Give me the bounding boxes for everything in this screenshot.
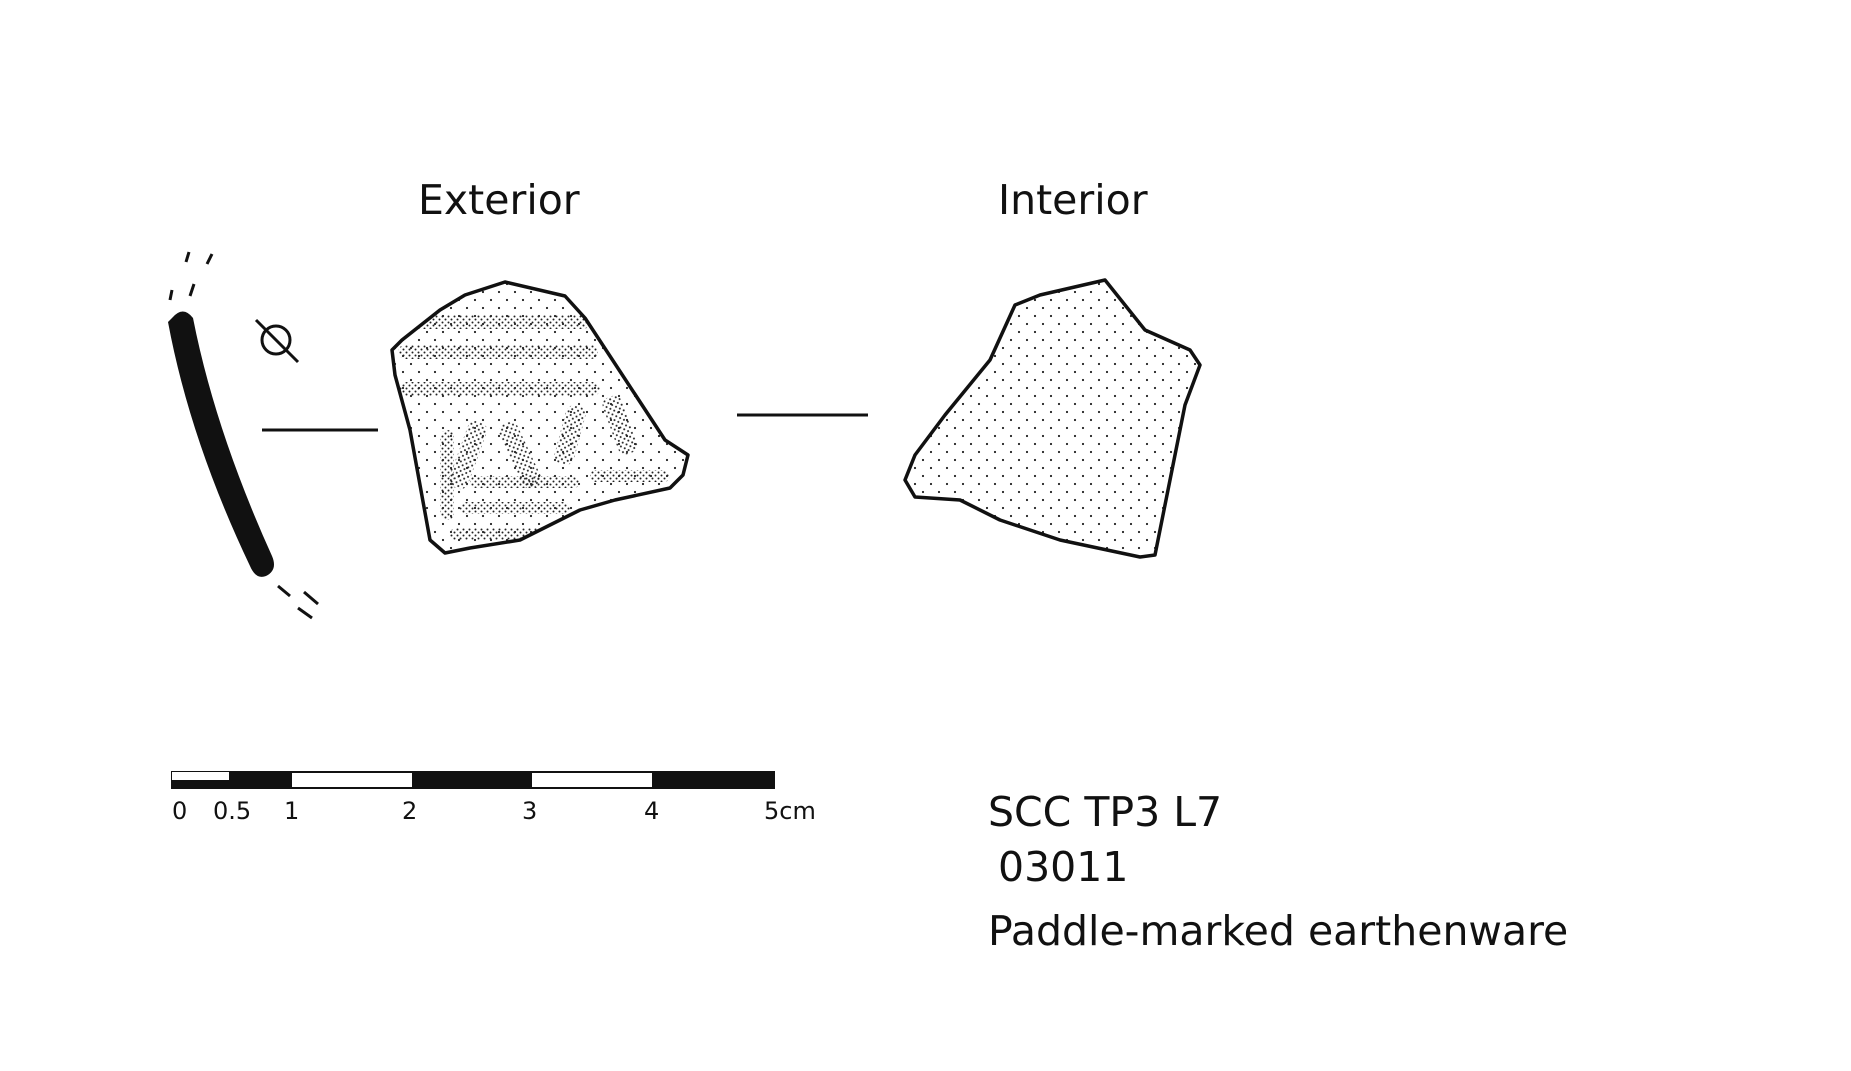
exterior-label: Exterior <box>418 176 580 224</box>
specimen-description: Paddle-marked earthenware <box>988 907 1569 955</box>
site-code: SCC TP3 L7 <box>988 788 1223 836</box>
diameter-icon <box>254 318 300 364</box>
scale-tick-1: 1 <box>284 797 300 825</box>
interior-sherd <box>903 278 1202 559</box>
scale-tick-0-5: 0.5 <box>213 797 252 825</box>
scale-tick-3: 3 <box>522 797 538 825</box>
exterior-sherd <box>390 280 690 555</box>
scale-tick-0: 0 <box>172 797 188 825</box>
profile-section <box>168 251 319 620</box>
catalog-number: 03011 <box>998 843 1129 891</box>
scale-bar <box>171 771 775 789</box>
interior-label: Interior <box>998 176 1148 224</box>
scale-tick-4: 4 <box>644 797 660 825</box>
scale-tick-2: 2 <box>402 797 418 825</box>
scale-tick-5cm: 5cm <box>764 797 816 825</box>
